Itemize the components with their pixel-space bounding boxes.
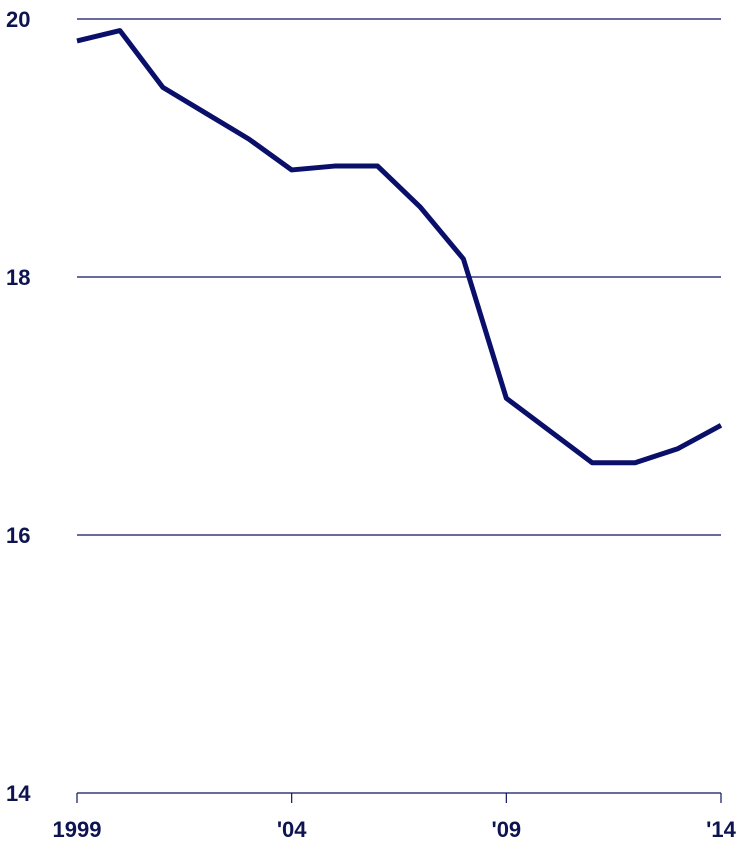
y-tick-label: 14 <box>6 781 31 806</box>
x-tick-label: '09 <box>491 817 521 842</box>
y-tick-label: 20 <box>6 7 30 32</box>
y-tick-label: 18 <box>6 265 30 290</box>
data-line <box>76 28 723 466</box>
y-tick-label: 16 <box>6 523 30 548</box>
x-tick-label: 1999 <box>53 817 102 842</box>
x-tick-label: '14 <box>706 817 736 842</box>
x-tick-label: '04 <box>277 817 307 842</box>
